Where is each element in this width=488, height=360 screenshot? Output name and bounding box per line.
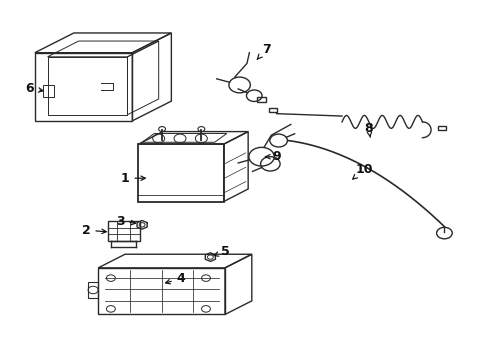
Text: 8: 8	[364, 122, 372, 137]
Text: 6: 6	[25, 82, 43, 95]
Text: 4: 4	[165, 272, 185, 285]
Text: 3: 3	[116, 215, 135, 228]
Text: 2: 2	[81, 224, 106, 237]
Text: 9: 9	[265, 150, 280, 163]
Text: 10: 10	[352, 163, 372, 179]
Text: 1: 1	[121, 172, 145, 185]
Bar	[257, 97, 265, 102]
Bar	[268, 108, 276, 112]
Bar	[437, 126, 446, 130]
Text: 5: 5	[214, 245, 229, 258]
Text: 7: 7	[257, 42, 270, 59]
